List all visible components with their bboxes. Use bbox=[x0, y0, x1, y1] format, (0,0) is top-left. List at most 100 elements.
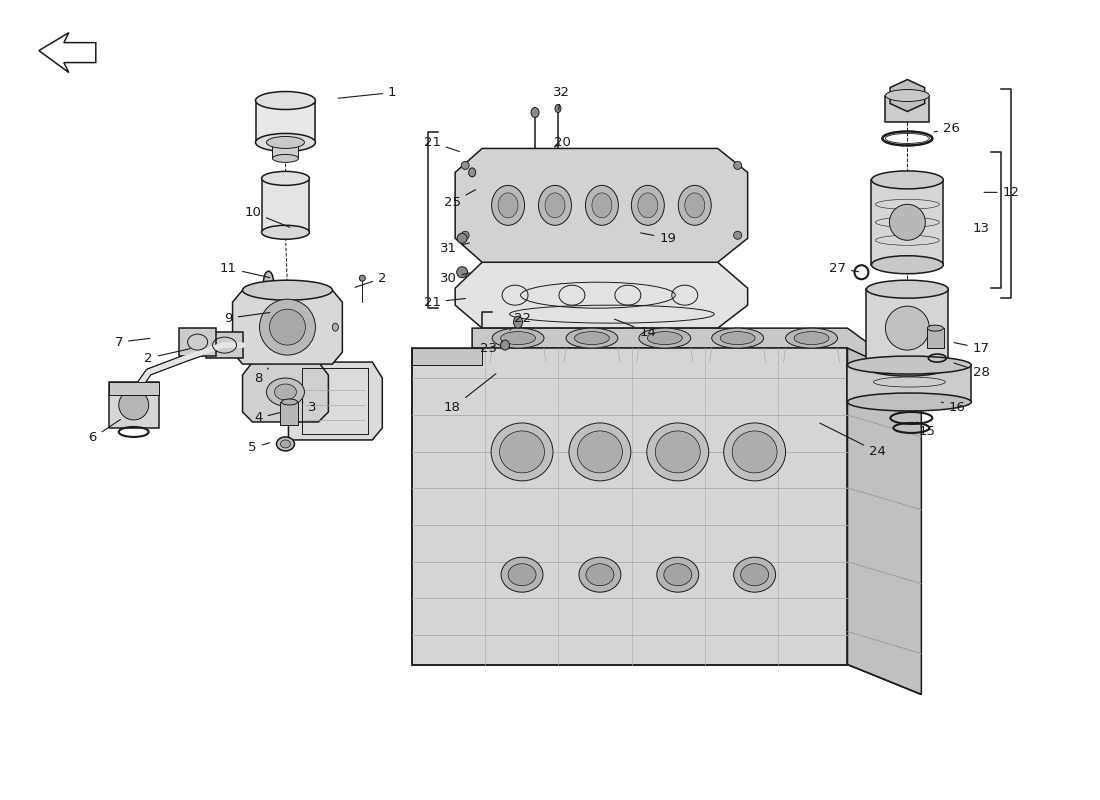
Text: 16: 16 bbox=[942, 402, 966, 414]
Ellipse shape bbox=[927, 325, 944, 331]
Text: 32: 32 bbox=[553, 86, 571, 110]
Text: 25: 25 bbox=[443, 190, 475, 209]
Ellipse shape bbox=[556, 105, 561, 113]
Ellipse shape bbox=[499, 431, 544, 473]
Text: 7: 7 bbox=[114, 336, 150, 349]
Text: 26: 26 bbox=[934, 122, 959, 135]
Ellipse shape bbox=[262, 171, 309, 186]
Text: 27: 27 bbox=[829, 262, 859, 274]
Polygon shape bbox=[262, 178, 309, 232]
Ellipse shape bbox=[266, 378, 305, 406]
Ellipse shape bbox=[458, 234, 468, 243]
Ellipse shape bbox=[734, 162, 741, 170]
Text: 5: 5 bbox=[249, 442, 270, 454]
Ellipse shape bbox=[785, 328, 837, 348]
Ellipse shape bbox=[585, 186, 618, 226]
Ellipse shape bbox=[886, 90, 929, 102]
Ellipse shape bbox=[276, 437, 295, 451]
Polygon shape bbox=[871, 180, 944, 265]
Polygon shape bbox=[109, 382, 158, 395]
Ellipse shape bbox=[647, 332, 682, 345]
Polygon shape bbox=[273, 142, 298, 158]
Text: 1: 1 bbox=[338, 86, 396, 99]
Text: 24: 24 bbox=[820, 423, 886, 458]
Ellipse shape bbox=[867, 280, 948, 298]
Text: 12: 12 bbox=[984, 186, 1020, 199]
Circle shape bbox=[270, 309, 306, 345]
Ellipse shape bbox=[456, 266, 468, 278]
Text: 9: 9 bbox=[224, 312, 270, 325]
Ellipse shape bbox=[255, 134, 316, 151]
Text: 23: 23 bbox=[480, 342, 502, 354]
Ellipse shape bbox=[720, 332, 755, 345]
Polygon shape bbox=[927, 328, 944, 348]
Ellipse shape bbox=[574, 332, 609, 345]
Ellipse shape bbox=[255, 91, 316, 110]
Ellipse shape bbox=[569, 423, 631, 481]
Text: 14: 14 bbox=[615, 319, 657, 338]
Polygon shape bbox=[232, 290, 342, 364]
Polygon shape bbox=[280, 402, 298, 425]
Text: 8: 8 bbox=[254, 368, 268, 385]
Ellipse shape bbox=[586, 564, 614, 586]
Ellipse shape bbox=[514, 316, 522, 328]
Ellipse shape bbox=[579, 558, 620, 592]
Polygon shape bbox=[455, 149, 748, 262]
Ellipse shape bbox=[794, 332, 829, 345]
Ellipse shape bbox=[592, 193, 612, 218]
Text: 10: 10 bbox=[244, 206, 290, 227]
Ellipse shape bbox=[657, 558, 698, 592]
Ellipse shape bbox=[264, 271, 274, 293]
Ellipse shape bbox=[492, 186, 525, 226]
Polygon shape bbox=[206, 332, 242, 358]
Text: 6: 6 bbox=[89, 419, 120, 445]
Ellipse shape bbox=[712, 328, 763, 348]
Ellipse shape bbox=[578, 431, 623, 473]
Ellipse shape bbox=[266, 137, 305, 149]
Ellipse shape bbox=[847, 356, 971, 374]
Polygon shape bbox=[255, 101, 316, 142]
Ellipse shape bbox=[566, 328, 618, 348]
Text: 13: 13 bbox=[972, 222, 990, 234]
Ellipse shape bbox=[280, 440, 290, 448]
Text: 2: 2 bbox=[144, 349, 190, 365]
Ellipse shape bbox=[867, 358, 948, 376]
Text: 30: 30 bbox=[440, 272, 470, 285]
Ellipse shape bbox=[733, 431, 777, 473]
Polygon shape bbox=[412, 348, 482, 365]
Ellipse shape bbox=[508, 564, 536, 586]
Polygon shape bbox=[242, 362, 329, 422]
Ellipse shape bbox=[262, 226, 309, 239]
Text: 21: 21 bbox=[424, 136, 460, 151]
Ellipse shape bbox=[656, 431, 701, 473]
Text: 15: 15 bbox=[917, 422, 936, 438]
Polygon shape bbox=[886, 95, 929, 122]
Text: 20: 20 bbox=[553, 136, 571, 149]
Text: 11: 11 bbox=[220, 262, 270, 278]
Ellipse shape bbox=[531, 107, 539, 118]
Polygon shape bbox=[890, 79, 925, 111]
Text: 22: 22 bbox=[510, 312, 530, 330]
Ellipse shape bbox=[469, 168, 475, 177]
Ellipse shape bbox=[663, 564, 692, 586]
Ellipse shape bbox=[734, 558, 776, 592]
Ellipse shape bbox=[724, 423, 785, 481]
Ellipse shape bbox=[282, 399, 297, 405]
Circle shape bbox=[890, 204, 925, 240]
Polygon shape bbox=[178, 328, 216, 356]
Ellipse shape bbox=[740, 564, 769, 586]
Text: 4: 4 bbox=[254, 411, 279, 425]
Ellipse shape bbox=[500, 340, 509, 350]
Ellipse shape bbox=[461, 231, 469, 239]
Text: 17: 17 bbox=[954, 342, 990, 354]
Text: 3: 3 bbox=[302, 402, 317, 414]
Ellipse shape bbox=[461, 162, 469, 170]
Ellipse shape bbox=[631, 186, 664, 226]
Polygon shape bbox=[288, 362, 383, 440]
Text: 21: 21 bbox=[424, 296, 465, 309]
Ellipse shape bbox=[498, 193, 518, 218]
Ellipse shape bbox=[502, 558, 543, 592]
Ellipse shape bbox=[685, 193, 705, 218]
Ellipse shape bbox=[539, 186, 572, 226]
Ellipse shape bbox=[360, 275, 365, 282]
